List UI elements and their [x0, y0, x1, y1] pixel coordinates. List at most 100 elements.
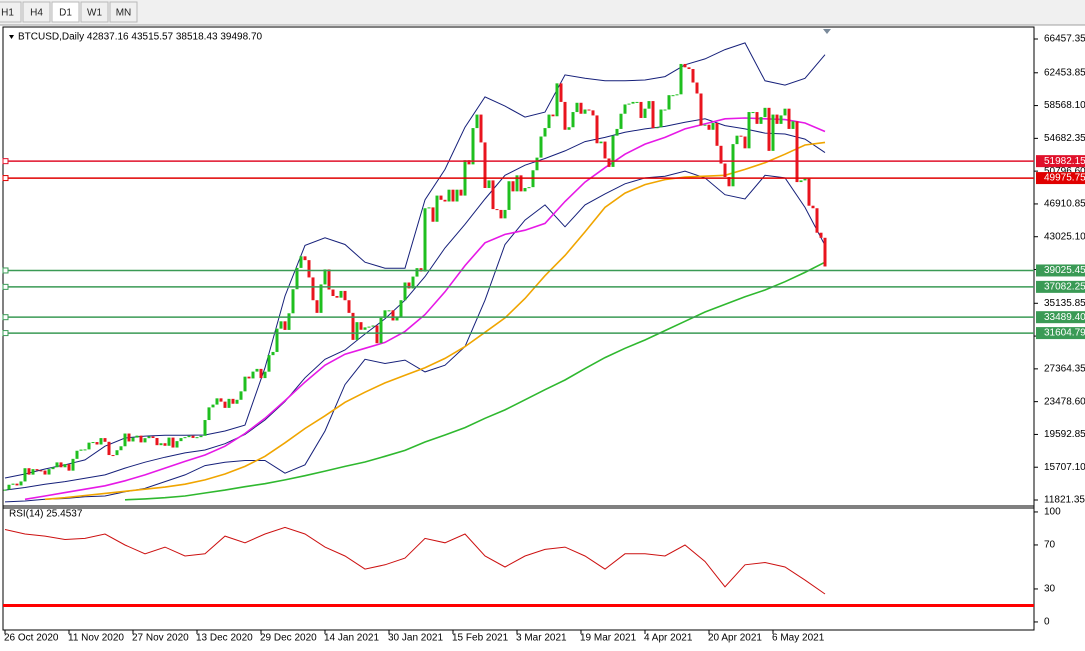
- candle: [223, 401, 227, 408]
- candle: [127, 433, 131, 442]
- candle: [83, 449, 87, 451]
- timeframe-tab[interactable]: [0, 1, 22, 23]
- candle: [551, 114, 555, 117]
- candle: [379, 317, 383, 344]
- candle: [3, 489, 7, 491]
- candle: [91, 442, 95, 444]
- candle: [71, 458, 75, 471]
- candle: [603, 141, 607, 159]
- candle: [299, 256, 303, 268]
- level-price-label: 51982.15: [1044, 156, 1085, 167]
- level-price-box: [1036, 172, 1085, 185]
- candle: [583, 109, 587, 114]
- level-handle[interactable]: [2, 175, 9, 182]
- candle: [763, 107, 767, 118]
- candle: [343, 290, 347, 301]
- candle: [151, 436, 155, 439]
- menu-arrow[interactable]: [9, 35, 14, 39]
- level-price-label: 39025.45: [1044, 265, 1085, 276]
- candle: [75, 450, 79, 459]
- shift-marker: [823, 29, 831, 34]
- candle: [479, 114, 483, 143]
- level-handle[interactable]: [2, 314, 9, 321]
- candle: [359, 322, 363, 330]
- candle: [55, 462, 59, 468]
- indicator-line: [44, 141, 826, 501]
- candle: [59, 462, 63, 468]
- rsi-line: [4, 526, 826, 595]
- candle: [391, 310, 395, 321]
- candle: [575, 102, 579, 113]
- candle: [163, 443, 167, 446]
- level-price-label: 49975.75: [1044, 173, 1085, 184]
- candle: [203, 420, 207, 436]
- candle: [519, 175, 523, 192]
- y-tick-label: 54682.35: [1044, 133, 1085, 144]
- candle: [711, 123, 715, 130]
- y-tick-label: 66457.35: [1044, 34, 1085, 45]
- candle: [267, 355, 271, 372]
- candle: [87, 442, 91, 450]
- candle: [487, 180, 491, 188]
- timeframe-label[interactable]: H1: [1, 8, 14, 19]
- timeframe-tab[interactable]: [51, 1, 80, 23]
- candle: [119, 446, 123, 451]
- candle: [143, 438, 147, 443]
- candle: [807, 178, 811, 206]
- candle: [307, 260, 311, 278]
- candle: [631, 101, 635, 104]
- level-price-label: 33489.40: [1044, 312, 1085, 323]
- candle: [659, 109, 663, 128]
- candle: [655, 127, 659, 129]
- timeframe-label[interactable]: H4: [30, 8, 43, 19]
- candle: [187, 435, 191, 438]
- candle: [739, 135, 743, 137]
- candle: [195, 437, 199, 439]
- candle: [443, 199, 447, 202]
- timeframe-tab[interactable]: [80, 1, 109, 23]
- candle: [627, 103, 631, 105]
- candle: [423, 208, 427, 272]
- candle: [371, 325, 375, 327]
- candle: [567, 127, 571, 130]
- candle: [11, 483, 15, 485]
- level-handle[interactable]: [2, 330, 9, 337]
- y-tick-label: 27364.35: [1044, 364, 1085, 375]
- candle: [787, 108, 791, 129]
- candle: [239, 391, 243, 400]
- level-handle[interactable]: [2, 267, 9, 274]
- candle: [715, 123, 719, 146]
- y-tick-label: 62453.85: [1044, 67, 1085, 78]
- rsi-tick-label: 100: [1044, 507, 1061, 518]
- candle: [259, 368, 263, 379]
- x-tick-label: 3 Mar 2021: [516, 633, 567, 644]
- candle: [7, 484, 11, 490]
- y-tick-label: 46910.85: [1044, 199, 1085, 210]
- candle: [383, 310, 387, 318]
- candle: [427, 207, 431, 209]
- timeframe-label[interactable]: D1: [59, 8, 72, 19]
- timeframe-label[interactable]: W1: [87, 8, 102, 19]
- candle: [303, 256, 307, 261]
- x-tick-label: 30 Jan 2021: [388, 633, 443, 644]
- candle: [107, 441, 111, 456]
- y-tick-label: 23478.60: [1044, 396, 1085, 407]
- level-price-box: [1036, 264, 1085, 277]
- level-handle[interactable]: [2, 158, 9, 165]
- y-tick-label: 19592.85: [1044, 429, 1085, 440]
- level-handle[interactable]: [2, 283, 9, 290]
- candle: [683, 63, 687, 68]
- timeframe-tab[interactable]: [22, 1, 51, 23]
- timeframe-label[interactable]: MN: [116, 8, 132, 19]
- candle: [611, 135, 615, 167]
- y-tick-label: 15707.10: [1044, 462, 1085, 473]
- candle: [671, 95, 675, 97]
- candle: [311, 277, 315, 301]
- timeframe-tab[interactable]: [109, 1, 138, 23]
- x-tick-label: 27 Nov 2020: [132, 633, 189, 644]
- candle: [743, 136, 747, 149]
- x-tick-label: 14 Jan 2021: [324, 633, 379, 644]
- candle: [623, 104, 627, 114]
- candle: [819, 232, 823, 238]
- candle: [123, 433, 127, 447]
